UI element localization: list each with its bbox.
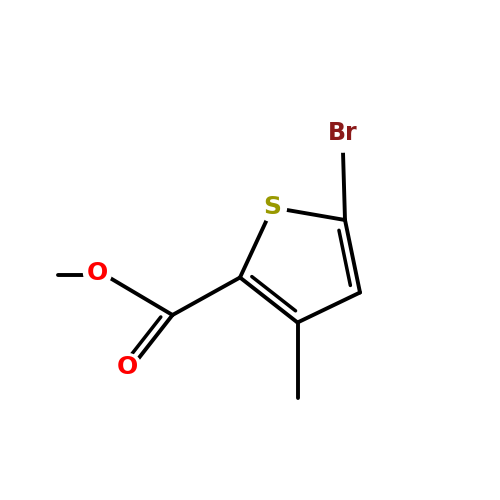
Text: Br: Br xyxy=(328,120,358,144)
Circle shape xyxy=(258,194,286,222)
Circle shape xyxy=(114,354,141,382)
Circle shape xyxy=(84,258,112,286)
Circle shape xyxy=(323,113,362,152)
Text: O: O xyxy=(87,260,108,284)
Text: S: S xyxy=(264,196,281,220)
Text: O: O xyxy=(117,356,138,380)
